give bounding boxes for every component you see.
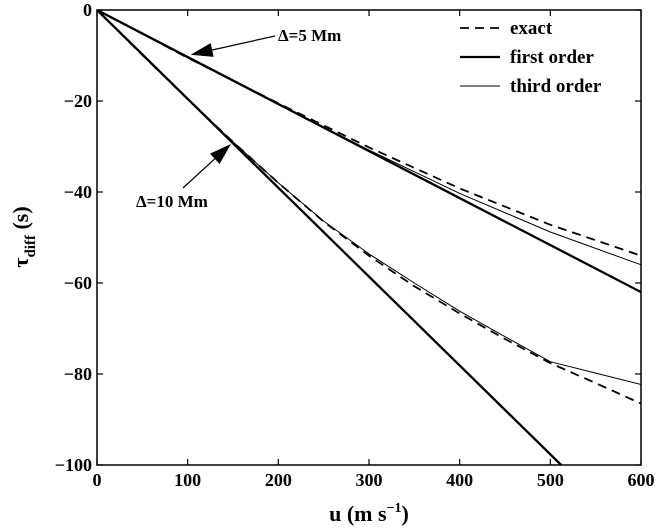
x-tick-label: 600: [628, 470, 655, 490]
annotation-label-delta5: Δ=5 Mm: [278, 26, 341, 45]
y-tick-label: −60: [64, 273, 92, 293]
x-tick-label: 300: [356, 470, 383, 490]
annotation-arrow-delta5-shaft: [212, 35, 276, 51]
legend: exact first order third order: [460, 18, 602, 97]
legend-label-thick: first order: [510, 47, 594, 68]
y-tick-label: 0: [83, 0, 92, 20]
series-line-thin-delta5: [97, 10, 641, 266]
annotation-arrow-delta10-shaft: [182, 158, 216, 189]
y-axis-label: τdiff (s): [8, 206, 39, 267]
annotation-arrow-delta10-head: [210, 143, 231, 164]
ticks: 0 100 200 300 400 500 600 0 −20 −40 −60 −80 −100: [55, 0, 655, 490]
annotations: Δ=5 Mm Δ=10 Mm: [136, 26, 341, 211]
x-axis-label: u (m s−1): [329, 501, 409, 526]
x-tick-label: 200: [265, 470, 292, 490]
series-line-thin-delta10: [97, 10, 641, 385]
annotation-label-delta10: Δ=10 Mm: [136, 192, 208, 211]
y-tick-label: −100: [55, 455, 92, 475]
y-tick-label: −40: [64, 182, 92, 202]
annotation-arrow-delta5-head: [190, 43, 214, 57]
series-group: [97, 10, 641, 465]
legend-label-dashed: exact: [510, 18, 553, 39]
y-tick-label: −80: [64, 364, 92, 384]
x-tick-label: 100: [174, 470, 201, 490]
x-tick-label: 0: [93, 470, 102, 490]
series-line-thick-delta5: [97, 10, 641, 294]
x-tick-label: 400: [446, 470, 473, 490]
legend-label-thin: third order: [510, 76, 602, 97]
x-tick-label: 500: [537, 470, 564, 490]
series-line-dashed-delta5: [97, 10, 641, 257]
y-tick-label: −20: [64, 91, 92, 111]
